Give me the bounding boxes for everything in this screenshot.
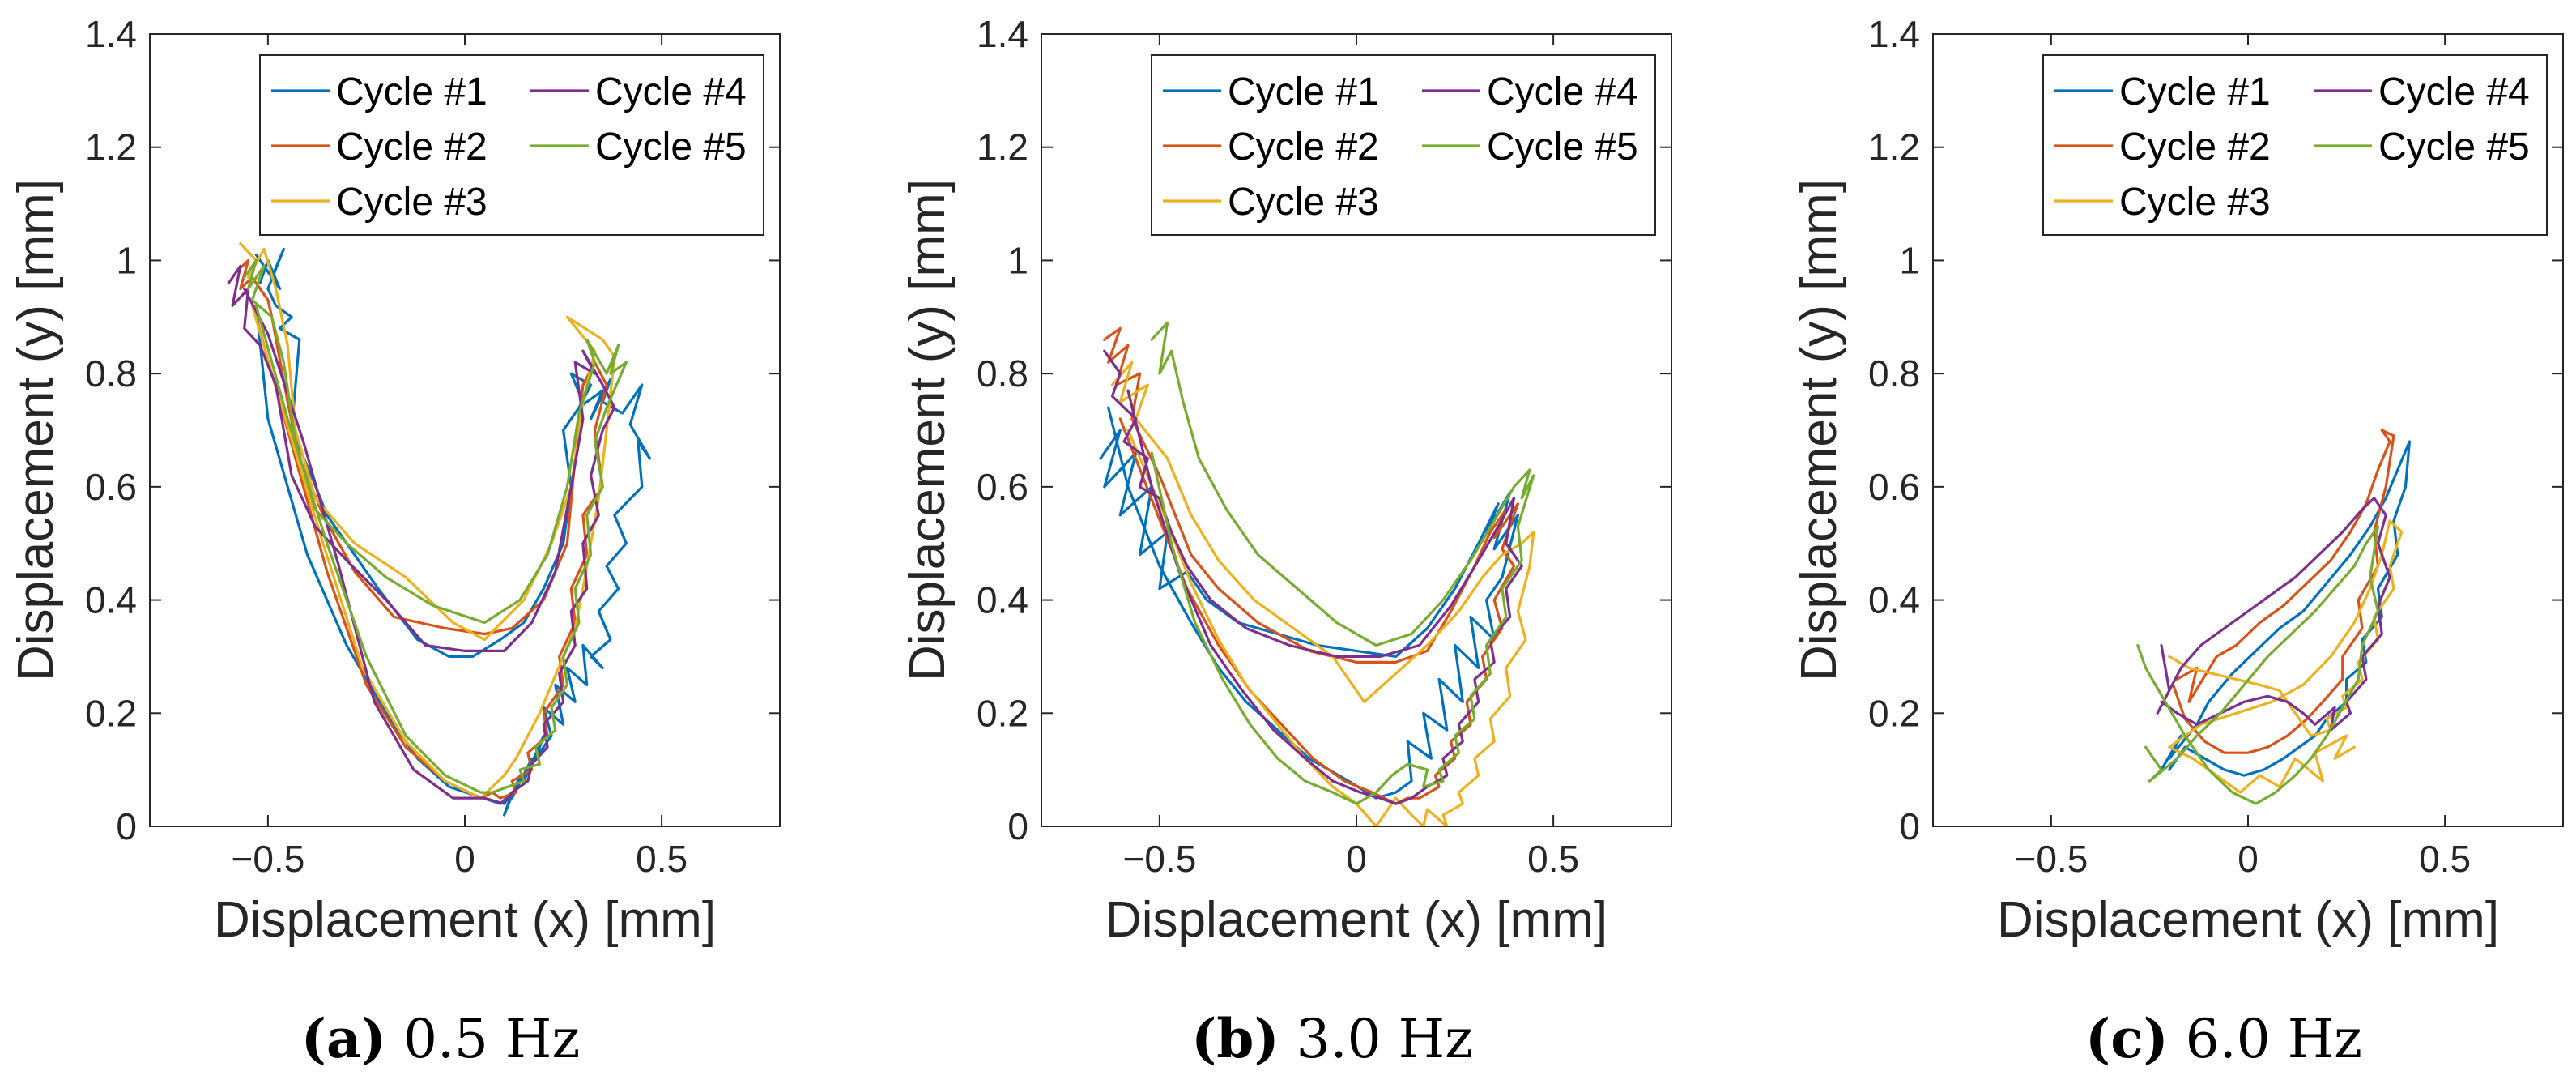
panel-b: −0.5 0 0.5 0 0.2 0.4 0.6 0.8 1 1.2 1.4 Displacement… <box>900 13 1672 1070</box>
y-tick-label: 0.2 <box>85 692 137 734</box>
panel-a: −0.5 0 0.5 0 0.2 0.4 0.6 0.8 1 1.2 1.4 Displacement… <box>8 13 781 1070</box>
series-line-cycle-2 <box>2172 429 2395 754</box>
panel-caption: (c) 6.0 Hz <box>2085 1007 2362 1070</box>
legend-label: Cycle #1 <box>1228 70 1379 113</box>
legend-label: Cycle #5 <box>2378 126 2530 169</box>
y-tick-label: 1.2 <box>1868 126 1920 169</box>
series-line-cycle-1 <box>2160 440 2411 777</box>
series-line-cycle-5 <box>1150 321 1535 805</box>
caption-tag: (a) <box>301 1007 386 1070</box>
y-tick-label: 0.8 <box>85 352 137 395</box>
y-tick-label: 0 <box>1007 805 1028 847</box>
legend: Cycle #1 Cycle #2 Cycle #3 Cycle #4 Cycle #5 <box>259 54 764 236</box>
x-axis-label: Displacement (x) [mm] <box>1997 892 2499 948</box>
y-tick-label: 0.8 <box>977 352 1028 395</box>
y-tick-label: 0.6 <box>1868 466 1920 508</box>
legend-label: Cycle #4 <box>2378 70 2530 113</box>
x-tick-label: −0.5 <box>2014 838 2088 880</box>
x-tick-label: 0 <box>454 838 475 880</box>
legend-label: Cycle #3 <box>2119 181 2271 224</box>
x-tick-label: −0.5 <box>1122 838 1196 880</box>
legend-label: Cycle #3 <box>1228 181 1379 224</box>
y-tick-label: 1 <box>116 239 137 281</box>
legend-label: Cycle #2 <box>336 126 488 169</box>
legend: Cycle #1 Cycle #2 Cycle #3 Cycle #4 Cycle #5 <box>1151 54 1656 236</box>
y-tick-label: 0.2 <box>1868 692 1920 734</box>
legend-label: Cycle #1 <box>336 70 488 113</box>
legend-label: Cycle #2 <box>1228 126 1379 169</box>
y-tick-label: 1.2 <box>977 126 1028 169</box>
y-tick-label: 1.2 <box>85 126 137 169</box>
legend-label: Cycle #3 <box>336 181 488 224</box>
series-line-cycle-3 <box>1110 361 1535 826</box>
legend-box <box>1151 54 1656 236</box>
series-line-cycle-4 <box>227 264 616 805</box>
y-tick-label: 0.6 <box>977 466 1028 508</box>
legend-box <box>2042 54 2548 236</box>
legend-label: Cycle #5 <box>1487 126 1638 169</box>
x-tick-label: 0.5 <box>636 838 688 880</box>
y-tick-label: 0 <box>116 805 137 847</box>
y-tick-label: 0 <box>1899 805 1920 847</box>
x-tick-label: 0.5 <box>2419 838 2471 880</box>
y-tick-label: 0.6 <box>85 466 137 508</box>
panel-caption: (b) 3.0 Hz <box>1191 1007 1473 1070</box>
legend-label: Cycle #1 <box>2119 70 2271 113</box>
series-line-cycle-5 <box>243 258 628 794</box>
series-line-cycle-1 <box>1099 406 1520 800</box>
y-axis-label: Displacement (y) [mm] <box>8 179 64 681</box>
x-tick-label: 0 <box>2238 838 2259 880</box>
y-tick-label: 1.4 <box>977 13 1028 55</box>
series-group <box>227 241 652 817</box>
legend-label: Cycle #4 <box>595 70 747 113</box>
y-tick-label: 0.4 <box>85 579 137 621</box>
series-line-cycle-5 <box>2136 525 2380 805</box>
series-group <box>1099 321 1535 826</box>
y-tick-label: 0.2 <box>977 692 1028 734</box>
x-tick-label: −0.5 <box>231 838 304 880</box>
y-tick-label: 1 <box>1007 239 1028 281</box>
legend-label: Cycle #5 <box>595 126 747 169</box>
x-axis-label: Displacement (x) [mm] <box>214 892 716 948</box>
y-axis-label: Displacement (y) [mm] <box>1791 179 1847 681</box>
legend: Cycle #1 Cycle #2 Cycle #3 Cycle #4 Cycle #5 <box>2042 54 2548 236</box>
series-line-cycle-2 <box>1103 326 1520 805</box>
legend-box <box>259 54 764 236</box>
series-line-cycle-3 <box>2168 519 2404 794</box>
x-tick-label: 0 <box>1346 838 1367 880</box>
caption-text: 0.5 Hz <box>386 1008 580 1070</box>
caption-text: 3.0 Hz <box>1279 1008 1473 1070</box>
y-tick-label: 1 <box>1899 239 1920 281</box>
y-tick-label: 0.4 <box>977 579 1028 621</box>
legend-label: Cycle #2 <box>2119 126 2271 169</box>
y-tick-label: 1.4 <box>1868 13 1920 55</box>
series-group <box>2136 429 2411 805</box>
x-tick-label: 0.5 <box>1527 838 1579 880</box>
y-tick-label: 1.4 <box>85 13 137 55</box>
y-tick-label: 0.8 <box>1868 352 1920 395</box>
panel-c: −0.5 0 0.5 0 0.2 0.4 0.6 0.8 1 1.2 1.4 Displacement… <box>1791 13 2564 1070</box>
y-tick-label: 0.4 <box>1868 579 1920 621</box>
legend-label: Cycle #4 <box>1487 70 1638 113</box>
y-axis-label: Displacement (y) [mm] <box>900 179 956 681</box>
caption-tag: (b) <box>1191 1007 1279 1070</box>
caption-text: 6.0 Hz <box>2169 1008 2362 1070</box>
panel-caption: (a) 0.5 Hz <box>301 1007 580 1070</box>
x-axis-label: Displacement (x) [mm] <box>1105 892 1607 948</box>
caption-tag: (c) <box>2085 1007 2169 1070</box>
